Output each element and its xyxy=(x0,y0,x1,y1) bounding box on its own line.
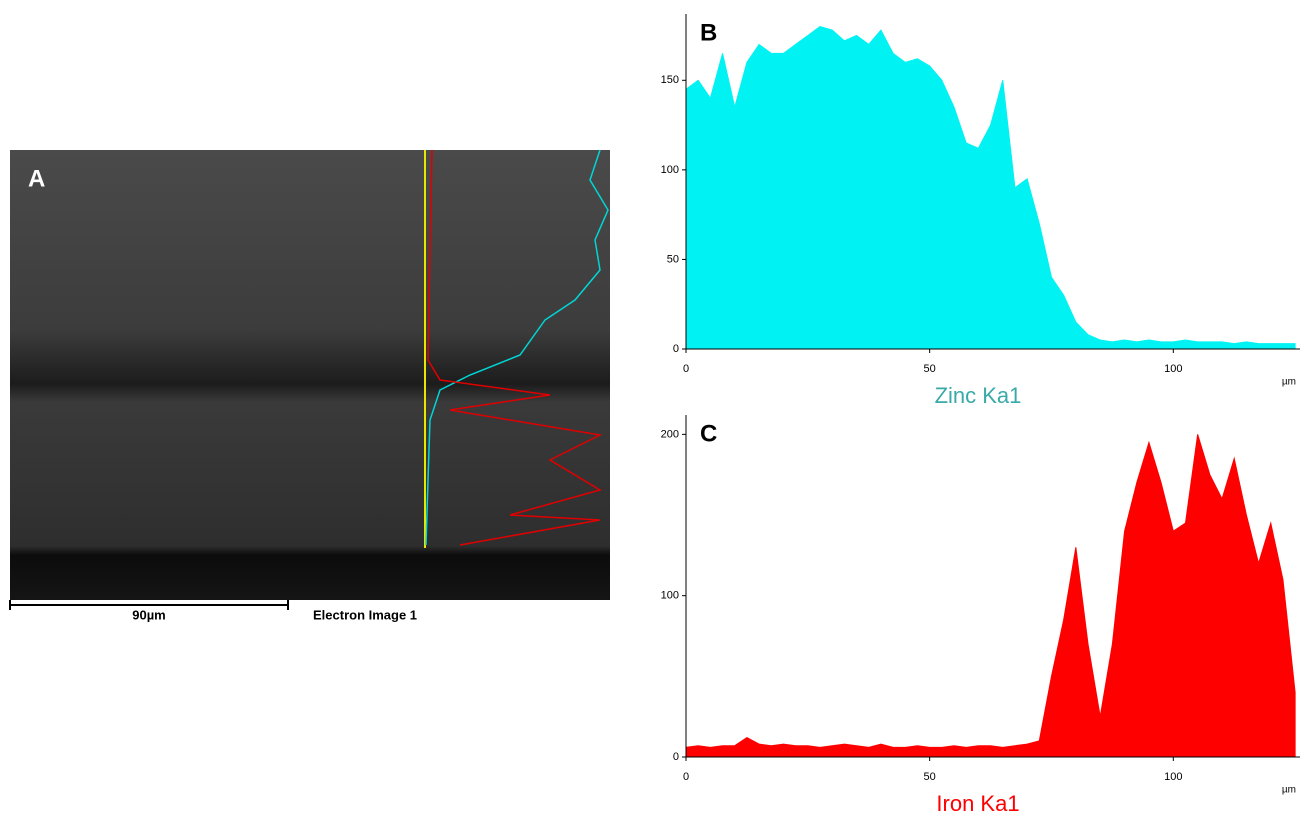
sem-panel: A 90µm Electron Image 1 xyxy=(9,149,610,622)
chart: 0 50 100 150 0 50 100 µm Zinc Ka1 B xyxy=(661,14,1300,408)
panel-label: A xyxy=(28,165,45,192)
x-tick-label: 100 xyxy=(1164,771,1182,783)
y-tick-label: 200 xyxy=(661,428,679,440)
x-tick-label: 100 xyxy=(1164,363,1182,375)
y-tick-label: 150 xyxy=(661,74,679,86)
y-tick-label: 0 xyxy=(673,343,679,355)
image-label: Electron Image 1 xyxy=(313,607,417,622)
y-tick-label: 50 xyxy=(667,253,679,265)
x-unit: µm xyxy=(1282,785,1296,796)
chart: 0 100 200 0 50 100 µm Iron Ka1 C xyxy=(661,415,1300,816)
area xyxy=(685,25,1296,350)
iron-profile xyxy=(427,149,603,546)
panel-label: C xyxy=(700,420,717,447)
x-tick-label: 50 xyxy=(924,363,936,375)
panel-label: B xyxy=(700,19,717,46)
y-tick-label: 100 xyxy=(661,590,679,602)
area xyxy=(685,434,1296,758)
x-tick-label: 50 xyxy=(924,771,936,783)
x-unit: µm xyxy=(1282,377,1296,388)
x-tick-label: 0 xyxy=(683,771,689,783)
y-tick-label: 0 xyxy=(673,751,679,763)
x-axis-title: Iron Ka1 xyxy=(936,791,1019,816)
zinc-profile xyxy=(425,149,609,546)
x-axis-title: Zinc Ka1 xyxy=(935,383,1022,408)
scale-bar-label: 90µm xyxy=(132,607,166,622)
y-tick-label: 100 xyxy=(661,164,679,176)
x-tick-label: 0 xyxy=(683,363,689,375)
sem-image xyxy=(10,150,610,600)
